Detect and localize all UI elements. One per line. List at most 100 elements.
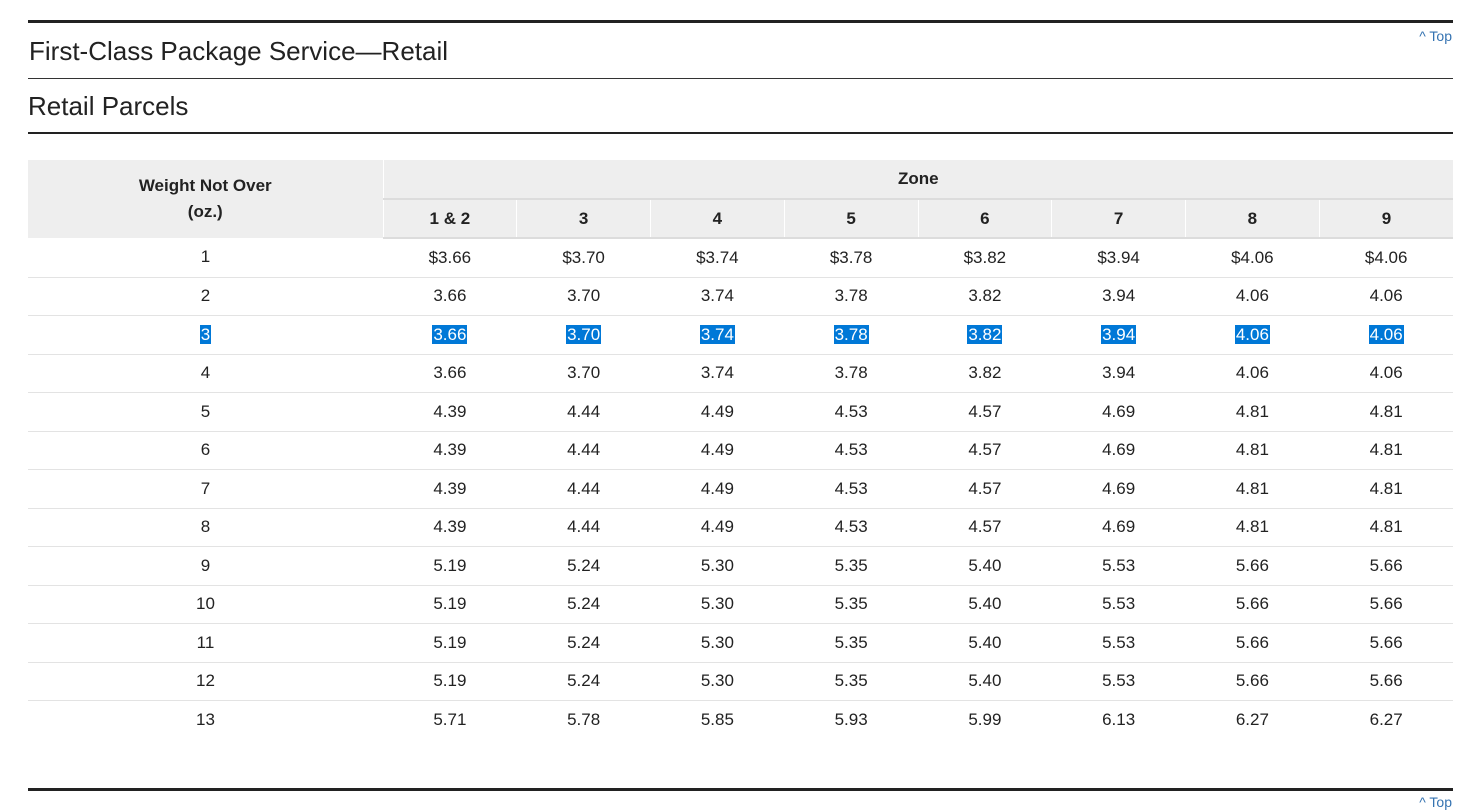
weight-cell: 10 <box>28 585 383 624</box>
price-cell: 3.66 <box>383 315 517 355</box>
price-value: 4.06 <box>1235 363 1269 383</box>
price-value: 4.81 <box>1369 401 1403 421</box>
price-value: 4.81 <box>1235 401 1269 421</box>
price-value: 6.27 <box>1369 709 1403 729</box>
price-cell: 5.40 <box>918 585 1052 624</box>
price-value: 3.94 <box>1102 363 1136 383</box>
weight-cell: 6 <box>28 431 383 470</box>
table-row: 2 3.66 3.70 3.74 3.78 3.82 3.94 4.06 4.06 <box>28 277 1454 316</box>
price-value: 3.74 <box>700 286 734 306</box>
price-value: 5.53 <box>1102 555 1136 575</box>
price-value: $3.70 <box>562 247 605 267</box>
price-cell: 3.70 <box>516 315 651 355</box>
price-value: 3.70 <box>566 324 602 344</box>
table-row: 5 4.39 4.44 4.49 4.53 4.57 4.69 4.81 4.81 <box>28 392 1454 432</box>
price-value: 4.49 <box>700 517 734 537</box>
price-cell: 4.06 <box>1185 277 1320 316</box>
weight-cell: 11 <box>28 623 383 663</box>
price-cell: $4.06 <box>1319 238 1454 278</box>
price-value: 5.35 <box>834 632 868 652</box>
price-value: 5.40 <box>968 671 1002 691</box>
price-value: 5.53 <box>1102 671 1136 691</box>
price-value: 3.94 <box>1101 324 1137 344</box>
price-cell: 3.74 <box>650 277 785 316</box>
weight-value: 3 <box>199 324 212 344</box>
price-cell: 3.66 <box>383 354 517 393</box>
price-value: 4.69 <box>1102 517 1136 537</box>
price-value: 5.71 <box>433 709 467 729</box>
price-cell: 5.78 <box>517 701 651 739</box>
price-cell: 4.81 <box>1185 469 1320 509</box>
price-cell: 3.70 <box>516 354 651 393</box>
price-cell: 4.06 <box>1319 277 1454 316</box>
price-value: 4.39 <box>433 401 467 421</box>
price-value: 3.78 <box>834 363 868 383</box>
price-value: 5.93 <box>834 709 868 729</box>
price-cell: 5.66 <box>1185 623 1320 663</box>
table-row: 12 5.19 5.24 5.30 5.35 5.40 5.53 5.66 5.66 <box>28 662 1454 701</box>
section-title: Retail Parcels <box>28 91 189 121</box>
price-value: 5.66 <box>1235 555 1269 575</box>
price-cell: 4.44 <box>516 431 651 470</box>
weight-cell: 1 <box>28 238 383 278</box>
price-cell: 5.35 <box>784 585 918 624</box>
weight-value: 12 <box>196 671 215 691</box>
price-cell: 5.66 <box>1185 662 1320 701</box>
price-cell: $4.06 <box>1185 238 1320 278</box>
weight-value: 2 <box>200 286 211 306</box>
price-cell: 5.40 <box>918 662 1052 701</box>
price-value: 3.82 <box>968 286 1002 306</box>
price-cell: $3.70 <box>516 238 651 278</box>
price-value: $4.06 <box>1231 247 1274 267</box>
weight-value: 9 <box>200 555 211 575</box>
table-row: 6 4.39 4.44 4.49 4.53 4.57 4.69 4.81 4.81 <box>28 431 1454 470</box>
price-cell: 3.78 <box>784 315 918 355</box>
service-title: First-Class Package Service—Retail <box>29 36 449 66</box>
zone-column-header: 1 & 2 <box>382 199 517 239</box>
price-value: 5.66 <box>1235 671 1269 691</box>
price-value: 3.82 <box>968 363 1002 383</box>
price-cell: 4.81 <box>1185 431 1320 470</box>
price-cell: 4.44 <box>516 469 651 509</box>
price-cell: 4.49 <box>650 508 785 547</box>
price-value: 5.24 <box>567 632 601 652</box>
table-row: 1 $3.66 $3.70 $3.74 $3.78 $3.82 $3.94 $4.06 $4.0… <box>28 238 1454 278</box>
table-row: 10 5.19 5.24 5.30 5.35 5.40 5.53 5.66 5.66 <box>28 585 1454 624</box>
price-cell: 4.81 <box>1185 392 1320 432</box>
price-value: 6.13 <box>1102 709 1136 729</box>
price-value: 4.57 <box>968 517 1002 537</box>
price-value: 5.53 <box>1102 594 1136 614</box>
price-cell: 4.57 <box>918 392 1052 432</box>
price-cell: 5.53 <box>1051 623 1186 663</box>
weight-value: 8 <box>200 517 211 537</box>
price-value: 5.30 <box>700 632 734 652</box>
price-value: 3.74 <box>700 363 734 383</box>
price-value: 5.53 <box>1102 632 1136 652</box>
back-to-top-link[interactable]: ^ Top <box>1419 28 1452 44</box>
price-value: 5.35 <box>834 594 868 614</box>
price-value: 4.53 <box>834 401 868 421</box>
price-value: 3.78 <box>834 286 868 306</box>
weight-value: 10 <box>196 594 215 614</box>
price-cell: 3.78 <box>784 277 918 316</box>
price-cell: 4.57 <box>918 431 1052 470</box>
price-value: 4.06 <box>1369 286 1403 306</box>
price-cell: 3.82 <box>918 354 1052 393</box>
back-to-top-link-bottom[interactable]: ^ Top <box>1419 794 1452 810</box>
price-value: 3.74 <box>699 324 735 344</box>
price-cell: 5.85 <box>651 701 785 739</box>
weight-value: 1 <box>200 247 211 267</box>
price-value: 5.24 <box>567 555 601 575</box>
price-value: 3.66 <box>433 286 467 306</box>
weight-value: 11 <box>196 632 215 652</box>
section-divider <box>28 132 1453 134</box>
price-cell: 3.94 <box>1051 354 1186 393</box>
price-cell: $3.74 <box>650 238 785 278</box>
weight-cell: 9 <box>28 546 383 586</box>
table-row: 9 5.19 5.24 5.30 5.35 5.40 5.53 5.66 5.66 <box>28 546 1454 586</box>
price-value: 5.30 <box>700 555 734 575</box>
price-value: 4.06 <box>1235 286 1269 306</box>
price-cell: 5.24 <box>516 546 651 586</box>
price-cell: 4.53 <box>784 469 918 509</box>
